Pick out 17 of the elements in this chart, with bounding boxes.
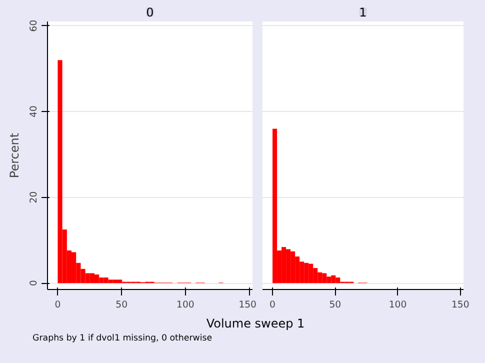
x-tick-label: 50 [116, 300, 128, 310]
x-tick-label: 100 [176, 300, 194, 310]
chart-title: 0 [146, 6, 154, 20]
y-axis-title: Percent [8, 132, 22, 178]
y-tick-label: 60 [28, 20, 40, 32]
x-tick-label: 0 [54, 300, 61, 310]
x-axis-title: Volume sweep 1 [206, 316, 305, 330]
x-tick-label: 0 [270, 300, 276, 310]
y-tick-label: 0 [28, 280, 40, 286]
x-tick-label: 150 [238, 300, 257, 310]
y-tick-label: 20 [28, 191, 40, 204]
text: Graphs by 1 if dvol1 missing, 0 otherwise [32, 334, 212, 344]
y-tick-label: 40 [28, 106, 40, 118]
x-tick-label: 50 [329, 300, 342, 310]
x-tick-label: 100 [388, 300, 407, 310]
chart-title: 1 [359, 6, 367, 20]
x-tick-label: 150 [451, 300, 470, 310]
